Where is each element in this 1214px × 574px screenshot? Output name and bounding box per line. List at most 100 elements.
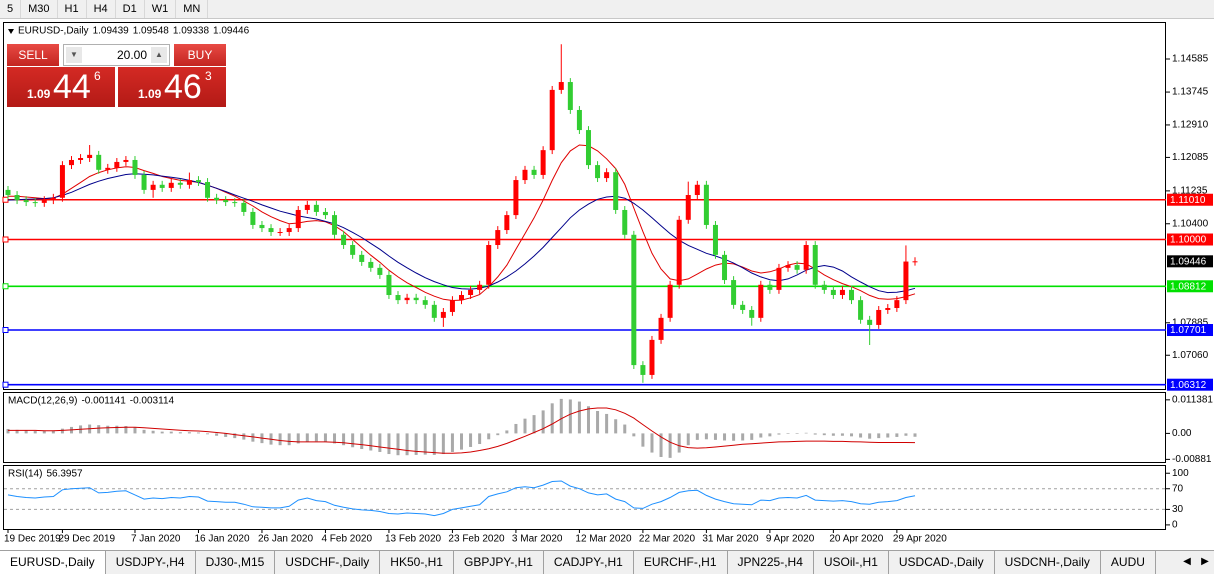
candle-body: [495, 230, 501, 246]
chart-tab[interactable]: USDCNH-,Daily: [995, 551, 1101, 574]
macd-bar: [323, 433, 327, 442]
chart-tab[interactable]: USDCAD-,Daily: [889, 551, 995, 574]
macd-bar: [405, 433, 409, 456]
candle-body: [377, 267, 383, 275]
volume-up[interactable]: ▲: [151, 47, 167, 63]
candle-body: [168, 182, 174, 188]
macd-bar: [360, 433, 364, 450]
macd-bar: [178, 432, 182, 434]
macd-bar: [577, 401, 581, 434]
candle-body: [794, 265, 800, 270]
chart-tab[interactable]: CADJPY-,H1: [544, 551, 634, 574]
timeframe-button[interactable]: W1: [145, 0, 177, 18]
macd-bar: [333, 433, 337, 444]
candle-body: [159, 184, 165, 188]
candle-body: [631, 234, 637, 366]
macd-bar: [60, 428, 64, 434]
tab-next[interactable]: ▶: [1201, 556, 1209, 567]
candle-body: [703, 184, 709, 225]
macd-bar: [614, 419, 618, 434]
timeframe-button[interactable]: D1: [116, 0, 145, 18]
macd-bar: [187, 432, 191, 434]
candle-body: [858, 300, 864, 320]
candle-body: [585, 130, 591, 166]
chart-tab[interactable]: HK50-,H1: [380, 551, 454, 574]
candle-body: [114, 161, 120, 168]
macd-bar: [723, 433, 727, 441]
chart-tab[interactable]: GBPJPY-,H1: [454, 551, 544, 574]
level-handle: [2, 381, 9, 388]
chart-tab[interactable]: USOil-,H1: [814, 551, 889, 574]
candle-body: [341, 234, 347, 246]
chart-tab[interactable]: AUDU: [1101, 551, 1156, 574]
candle-body: [894, 300, 900, 309]
chart-tab[interactable]: USDCHF-,Daily: [275, 551, 381, 574]
bid-main: 44: [53, 68, 91, 106]
level-label: 1.08812: [1170, 281, 1207, 292]
candle-body: [640, 365, 646, 375]
candle-body: [422, 300, 428, 305]
sell-button[interactable]: SELL: [7, 44, 59, 66]
x-tick-label: 9 Apr 2020: [766, 534, 815, 545]
macd-bar: [904, 433, 908, 436]
tab-prev[interactable]: ◀: [1183, 556, 1191, 567]
timeframe-button[interactable]: H1: [58, 0, 87, 18]
ask-price[interactable]: 1.09 46 3: [118, 67, 226, 107]
macd-bar: [15, 429, 19, 434]
tab-nav: ◀ ▶: [1178, 551, 1214, 573]
chart-tab[interactable]: EURUSD-,Daily: [0, 551, 106, 574]
candle-body: [567, 82, 573, 110]
candle-body: [740, 304, 746, 310]
macd-bar: [142, 429, 146, 434]
timeframe-button[interactable]: H4: [87, 0, 116, 18]
bid-price[interactable]: 1.09 44 6: [7, 67, 115, 107]
macd-bar: [196, 432, 200, 434]
macd-bar: [641, 433, 645, 447]
macd-bar: [206, 433, 210, 435]
x-tick-label: 4 Feb 2020: [321, 534, 372, 545]
x-tick-label: 20 Apr 2020: [829, 534, 883, 545]
candle-body: [885, 308, 891, 310]
timeframe-button[interactable]: M30: [21, 0, 58, 18]
chart-tab[interactable]: USDJPY-,H4: [106, 551, 196, 574]
macd-bar: [822, 433, 826, 436]
level-handle: [2, 196, 9, 203]
macd-bar: [233, 433, 237, 439]
timeframe-button[interactable]: MN: [176, 0, 209, 18]
candle-body: [395, 295, 401, 301]
current-price: 1.09446: [1170, 256, 1207, 267]
candle-body: [87, 154, 93, 159]
macd-bar: [677, 433, 681, 453]
chart-tab[interactable]: DJ30-,M15: [196, 551, 276, 574]
x-tick-label: 23 Feb 2020: [448, 534, 505, 545]
macd-bar: [33, 431, 37, 434]
candle-body: [32, 202, 38, 204]
candle-body: [295, 209, 301, 229]
y-tick-label: 1.07060: [1172, 350, 1209, 361]
macd-bar: [713, 433, 717, 440]
candle-body: [241, 202, 247, 212]
candle-body: [286, 228, 292, 233]
candle-body: [259, 224, 265, 229]
candle-body: [359, 254, 365, 262]
volume-down[interactable]: ▼: [66, 47, 82, 63]
candle-body: [867, 319, 873, 325]
candle-body: [812, 245, 818, 285]
macd-bar: [732, 433, 736, 441]
macd-signal: [8, 407, 916, 454]
chart-tab[interactable]: JPN225-,H4: [728, 551, 814, 574]
level-label: 1.10000: [1170, 235, 1207, 246]
chart-tab[interactable]: EURCHF-,H1: [634, 551, 728, 574]
volume-box[interactable]: ▼ 20.00 ▲: [63, 44, 170, 66]
x-tick-label: 29 Dec 2019: [58, 534, 115, 545]
timeframe-button[interactable]: 5: [0, 0, 22, 18]
macd-bar: [886, 433, 890, 438]
buy-button[interactable]: BUY: [174, 44, 226, 66]
candle-body: [332, 215, 338, 235]
candle-body: [41, 200, 47, 203]
candle-body: [177, 182, 183, 185]
volume: 20.00: [116, 48, 147, 62]
candle-body: [595, 165, 601, 179]
macd-bar: [42, 431, 46, 434]
